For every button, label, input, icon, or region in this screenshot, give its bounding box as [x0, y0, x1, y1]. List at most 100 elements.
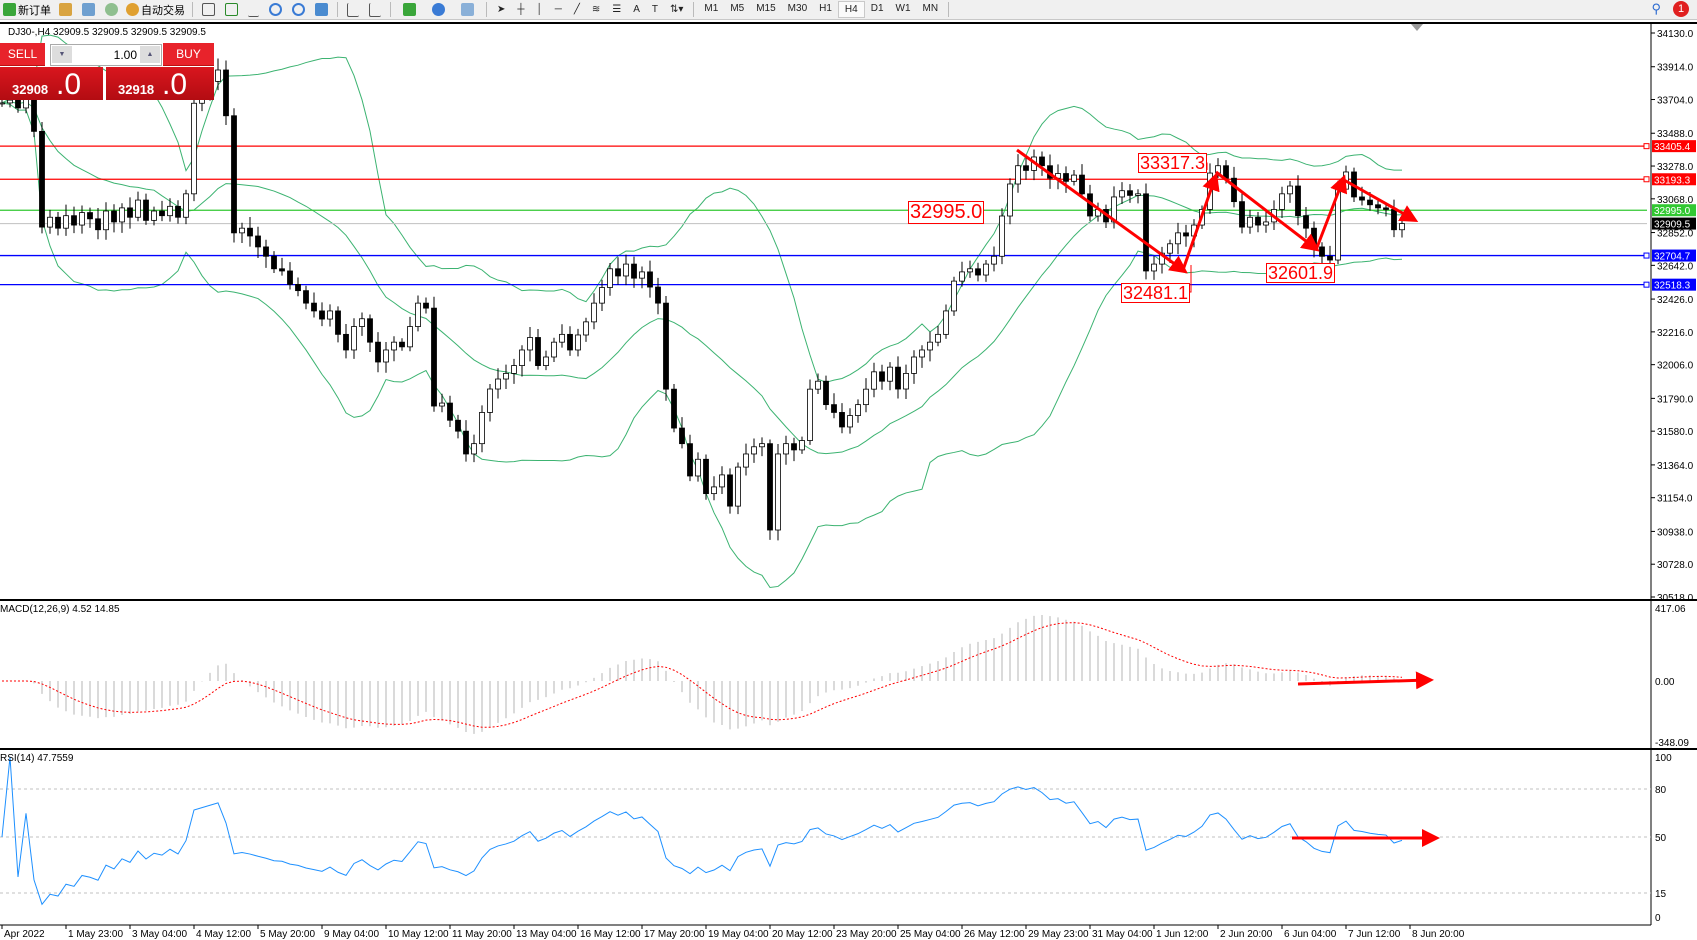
- equidistant-channel-icon[interactable]: ≋: [591, 4, 601, 15]
- candle-bull: [759, 443, 765, 448]
- sell-price-box[interactable]: 32908 .0: [0, 67, 103, 101]
- buy-price-box[interactable]: 32918 .0: [106, 67, 214, 101]
- new-order-icon: [3, 3, 16, 16]
- candle-bear: [1063, 173, 1069, 182]
- price-tag-label: 32995.0: [1654, 206, 1691, 217]
- time-tick-label: 6 Jun 04:00: [1284, 929, 1337, 940]
- price-tick-label: 33278.0: [1657, 162, 1694, 173]
- level-handle: [1643, 143, 1650, 150]
- zoom-in-icon[interactable]: [269, 3, 282, 16]
- time-tick-label: 26 May 12:00: [964, 929, 1025, 940]
- lot-increase-button[interactable]: ▲: [140, 46, 160, 63]
- indicators-icon[interactable]: [403, 3, 416, 16]
- candle-bear: [343, 333, 349, 351]
- candle-bear: [367, 318, 373, 343]
- trend-arrow: [1181, 172, 1220, 271]
- candle-bear: [335, 310, 341, 335]
- auto-trading-button[interactable]: 自动交易: [123, 1, 188, 18]
- lot-size-input[interactable]: ▼ 1.00 ▲: [50, 44, 162, 66]
- rsi-line: [1, 756, 1403, 906]
- history-icon[interactable]: [59, 3, 72, 16]
- macd-signal-line: [1, 622, 1403, 728]
- macd-axis-label: -348.09: [1655, 738, 1689, 749]
- candle-bull: [543, 356, 549, 366]
- zoom-out-icon[interactable]: [292, 3, 305, 16]
- candle-bull: [327, 310, 333, 320]
- fibonacci-icon[interactable]: ☰: [612, 4, 622, 15]
- candle-bull: [1167, 243, 1173, 254]
- new-order-button[interactable]: 新订单: [0, 1, 54, 18]
- trend-arrow: [1215, 170, 1320, 252]
- chart-shift-icon[interactable]: [347, 2, 359, 17]
- arrows-icon[interactable]: ⇅▾: [670, 4, 684, 15]
- timeframe-m5[interactable]: M5: [730, 3, 745, 14]
- rsi-axis-label: 100: [1655, 753, 1672, 764]
- candle-bear: [679, 427, 685, 445]
- tile-windows-icon[interactable]: [315, 3, 328, 16]
- notification-badge[interactable]: 1: [1673, 1, 1689, 17]
- candle-bear: [303, 290, 309, 304]
- candle-bear: [31, 96, 37, 132]
- buy-button[interactable]: BUY: [163, 43, 214, 66]
- line-chart-icon[interactable]: [248, 3, 259, 17]
- annotation-level-label[interactable]: 32995.0: [908, 201, 985, 224]
- crosshair-icon[interactable]: ┼: [517, 4, 525, 15]
- timeframe-d1[interactable]: D1: [870, 3, 884, 14]
- text-label-icon[interactable]: T: [651, 4, 658, 15]
- timeframe-m30[interactable]: M30: [787, 3, 808, 14]
- candle-bear: [879, 371, 885, 382]
- timeframe-m1[interactable]: M1: [704, 3, 719, 14]
- buy-price-fraction: .0: [162, 68, 188, 101]
- annotation-high-label[interactable]: 33317.3: [1138, 153, 1208, 173]
- time-tick-label: 10 May 12:00: [388, 929, 449, 940]
- timeframe-h4[interactable]: H4: [837, 1, 865, 18]
- trend-arrow: [1314, 174, 1348, 251]
- candle-bull: [1399, 223, 1405, 231]
- sell-button[interactable]: SELL: [0, 43, 45, 66]
- templates-icon[interactable]: [461, 3, 474, 16]
- candle-bear: [223, 69, 229, 117]
- price-tag-label: 32704.7: [1654, 252, 1691, 263]
- cursor-icon[interactable]: ➤: [497, 4, 506, 15]
- sell-price: 32908: [12, 82, 49, 97]
- horizontal-line-icon[interactable]: ─: [554, 4, 562, 15]
- timeframe-m15[interactable]: M15: [756, 3, 776, 14]
- trendline-icon[interactable]: ╱: [573, 4, 580, 15]
- terminal-icon[interactable]: [82, 3, 95, 16]
- candle-bull: [815, 380, 821, 390]
- candle-bull: [743, 453, 749, 468]
- candle-bear: [87, 212, 93, 220]
- text-icon[interactable]: A: [633, 4, 640, 15]
- search-icon[interactable]: ⚲: [1651, 1, 1661, 16]
- candle-bull: [519, 349, 525, 366]
- bar-chart-icon[interactable]: [202, 3, 215, 16]
- price-tick-label: 33704.0: [1657, 96, 1694, 107]
- candle-bear: [1239, 201, 1245, 228]
- candle-bear: [463, 430, 469, 455]
- candle-bear: [535, 337, 541, 366]
- annotation-low-label[interactable]: 32481.1: [1121, 283, 1191, 303]
- macd-axis-label: 417.06: [1655, 604, 1686, 615]
- candle-bull: [999, 215, 1005, 257]
- candle-bull: [951, 280, 957, 312]
- macd-arrow: [1297, 671, 1434, 690]
- auto-trading-label: 自动交易: [141, 4, 185, 17]
- annotation-low2-label[interactable]: 32601.9: [1266, 263, 1336, 283]
- candle-bear: [319, 310, 325, 320]
- timeframe-h1[interactable]: H1: [819, 3, 832, 14]
- candlestick-icon[interactable]: [225, 3, 238, 16]
- candle-bull: [983, 263, 989, 276]
- lot-decrease-button[interactable]: ▼: [52, 46, 72, 63]
- timeframe-w1[interactable]: W1: [895, 3, 911, 14]
- candle-bear: [55, 216, 61, 229]
- time-tick-label: 2 Jun 20:00: [1220, 929, 1273, 940]
- signals-icon[interactable]: [105, 3, 118, 16]
- timeframe-mn[interactable]: MN: [922, 3, 939, 14]
- candle-bull: [167, 205, 173, 217]
- time-tick-label: 1 May 23:00: [68, 929, 123, 940]
- price-tick-label: 30728.0: [1657, 560, 1694, 571]
- autoscroll-icon[interactable]: [369, 2, 381, 17]
- vertical-line-icon[interactable]: │: [536, 4, 543, 15]
- periods-icon[interactable]: [432, 3, 445, 16]
